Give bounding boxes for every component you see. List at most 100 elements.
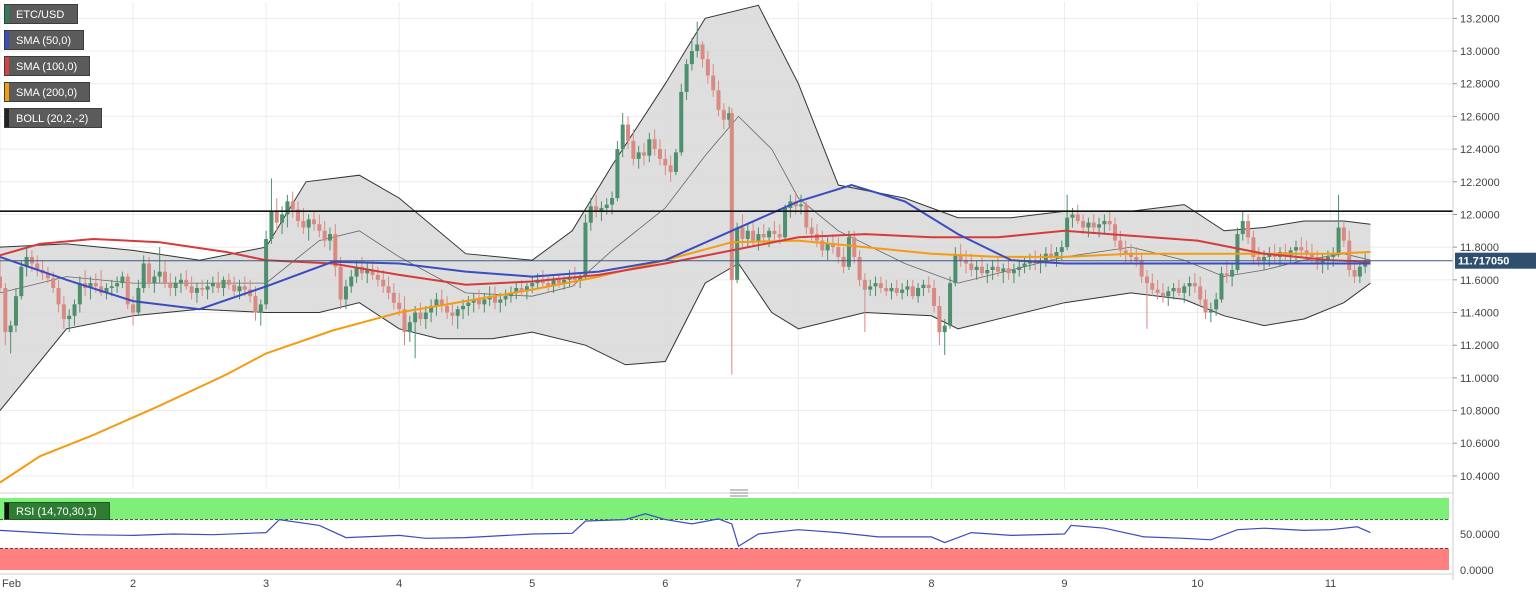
legend-item[interactable]: BOLL (20,2,-2) [4,108,102,128]
candle-body [24,256,29,267]
candle-body [652,139,657,150]
candle-body [67,315,72,320]
rsi-legend-swatch [5,503,9,519]
legend-swatch [5,31,9,49]
candle-body [157,271,162,277]
candle-body [51,278,56,288]
bollinger-band-fill [0,5,1371,411]
candle-body [985,270,990,274]
candle-body [1091,222,1096,228]
rsi-pane: 50.0000 0.0000 [0,498,1500,577]
candle-body [226,279,231,285]
candle-body [562,279,567,284]
candle-body [306,219,311,228]
candle-body [178,279,183,284]
candle-body [615,149,620,199]
candle-body [365,270,370,274]
candle-body [1097,224,1102,228]
candle-body [642,152,647,156]
candle-body [242,286,247,290]
candle-body [1070,214,1075,218]
legend-item[interactable]: SMA (100,0) [4,56,90,76]
legend-label: BOLL (20,2,-2) [16,113,89,125]
candle-body [514,287,519,293]
candle-body [626,124,631,141]
candle-body [104,287,109,293]
candle-body [1139,260,1144,277]
candle-body [322,230,327,241]
candle-body [1054,252,1059,257]
candle-body [1267,253,1272,257]
candle-body [1155,289,1160,293]
candle-body [1049,253,1054,257]
candle-body [969,263,974,271]
candle-body [716,90,721,110]
candle-body [910,286,915,297]
candle-body [857,256,862,280]
candle-body [1341,227,1346,241]
candle-body [269,211,274,239]
candle-body [1107,220,1112,225]
bollinger-bands [0,4,1371,411]
legend-item[interactable]: SMA (50,0) [4,30,84,50]
price-axis[interactable]: 13.2000 13.0000 12.8000 12.6000 12.4000 12.20… [1452,0,1536,596]
legend-item[interactable]: ETC/USD [4,4,78,24]
candle-body [610,198,615,205]
candle-body [588,206,593,223]
candle-body [109,286,114,288]
current-price-label: 11.717050 [1458,256,1509,268]
candle-body [1102,220,1107,225]
candle-body [508,292,513,297]
candle-body [604,204,609,208]
candle-body [232,284,237,292]
price-tick-label: 12.6000 [1460,111,1500,123]
candle-body [729,113,734,280]
candle-body [1246,220,1251,238]
candle-body [56,287,61,305]
candle-body [423,312,428,320]
time-tick-label: 7 [795,578,801,590]
candle-body [825,243,830,251]
legend-label: SMA (50,0) [16,35,72,47]
candle-body [921,284,926,288]
price-tick-label: 12.4000 [1460,144,1500,156]
candle-body [258,304,263,313]
candle-body [1086,222,1091,228]
candle-body [1065,217,1070,248]
candle-body [524,286,529,292]
legend-item[interactable]: SMA (200,0) [4,82,90,102]
price-tick-label: 10.4000 [1460,471,1500,483]
candle-body [354,266,359,277]
candle-body [216,283,221,288]
candle-body [418,312,423,320]
candle-body [189,286,194,293]
legend-label: ETC/USD [16,9,65,21]
candle-body [1160,292,1165,297]
candle-body [61,304,66,320]
candle-body [429,305,434,313]
candle-body [1299,247,1304,251]
candle-body [93,283,98,287]
candle-body [721,109,726,120]
candle-body [631,140,636,159]
candle-body [820,240,825,251]
rsi-legend[interactable]: RSI (14,70,30,1) [4,502,110,520]
legend-swatch [5,83,9,101]
price-tick-label: 11.0000 [1460,373,1499,385]
candle-body [1347,240,1352,271]
price-tick-label: 12.2000 [1460,177,1500,189]
candle-body [647,139,652,156]
rsi-overbought-zone [0,498,1449,520]
candle-body [751,230,756,241]
candle-body [1113,224,1118,241]
candle-body [990,266,995,271]
candle-body [530,283,535,287]
time-axis[interactable]: Feb 2 3 4 5 6 7 8 9 10 11 [0,573,1453,590]
candle-body [873,283,878,287]
price-axis-background [1453,0,1536,596]
candle-body [1182,286,1187,293]
legend-swatch [5,57,9,75]
pane-divider[interactable] [0,489,1453,497]
